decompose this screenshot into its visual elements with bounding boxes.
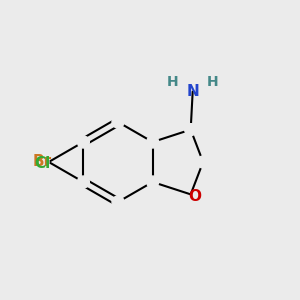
Circle shape [147, 176, 159, 188]
Circle shape [197, 156, 209, 168]
Text: O: O [188, 189, 201, 204]
Text: N: N [186, 84, 199, 99]
Circle shape [112, 196, 124, 208]
Circle shape [112, 116, 124, 128]
Circle shape [77, 136, 89, 148]
Text: H: H [167, 75, 178, 88]
Text: Cl: Cl [34, 155, 51, 170]
Circle shape [77, 176, 89, 188]
Text: H: H [207, 75, 218, 88]
Text: Br: Br [33, 154, 52, 169]
Circle shape [147, 136, 159, 148]
Circle shape [185, 124, 197, 136]
